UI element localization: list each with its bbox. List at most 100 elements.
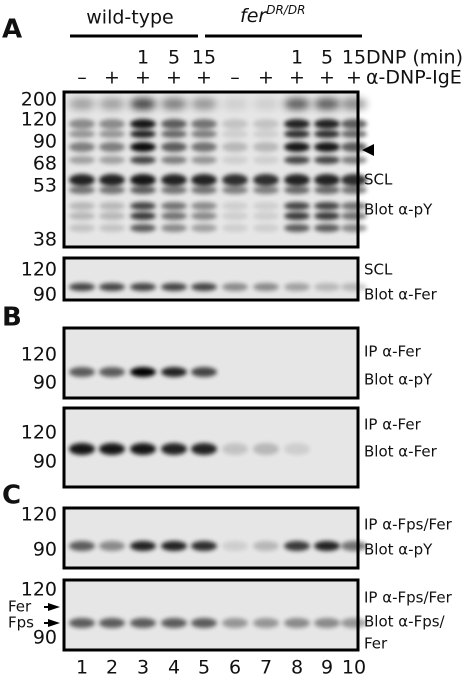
size-marker: 120 (21, 344, 57, 366)
blot-label: Blot α-pY (364, 541, 433, 559)
size-marker: 120 (21, 422, 57, 444)
blot-background (64, 508, 358, 568)
band-name: Fer (8, 598, 32, 616)
blot-background (64, 580, 358, 650)
ige-sign: + (289, 67, 305, 89)
band (69, 367, 95, 377)
band (161, 98, 187, 110)
band (99, 283, 125, 291)
lane-number: 8 (291, 657, 303, 679)
band (341, 98, 367, 110)
band (161, 202, 187, 210)
band (222, 119, 248, 129)
arrowhead (362, 144, 374, 156)
band (191, 186, 217, 194)
band (99, 156, 125, 164)
ige-label: α-DNP-IgE (366, 67, 462, 89)
band (314, 186, 340, 194)
band (161, 174, 187, 186)
band (253, 98, 279, 110)
ige-sign: + (166, 67, 182, 89)
band (191, 618, 217, 628)
size-marker: 200 (21, 89, 57, 111)
ige-sign: – (230, 67, 240, 89)
band (69, 130, 95, 138)
band (222, 541, 248, 551)
band (314, 156, 340, 164)
band (284, 224, 310, 232)
dnp-time: 15 (192, 47, 216, 69)
band (69, 174, 95, 186)
band (69, 142, 95, 152)
dnp-time: 1 (137, 47, 149, 69)
band (253, 618, 279, 628)
band (284, 443, 310, 455)
lane-number: 3 (137, 657, 149, 679)
band (161, 541, 187, 551)
band (130, 367, 156, 377)
band (253, 174, 279, 186)
band (130, 283, 156, 291)
blot-label: SCL (364, 171, 393, 189)
fer-label: ferDR/DR (240, 3, 305, 27)
band (222, 224, 248, 232)
band (222, 130, 248, 138)
band (99, 367, 125, 377)
band (130, 618, 156, 628)
blot-background (64, 258, 358, 300)
band (99, 212, 125, 220)
band (161, 156, 187, 164)
wild-type-label: wild-type (86, 7, 173, 29)
dnp-time: 15 (342, 47, 366, 69)
band (130, 186, 156, 194)
band (253, 142, 279, 152)
blot-background (64, 92, 358, 247)
ige-sign: + (258, 67, 274, 89)
band (222, 283, 248, 291)
size-marker: 38 (33, 229, 57, 251)
band (341, 212, 367, 220)
blot (62, 578, 367, 652)
band (253, 130, 279, 138)
size-marker: 90 (33, 131, 57, 153)
band (341, 186, 367, 194)
band (341, 224, 367, 232)
band (341, 130, 367, 138)
band (69, 186, 95, 194)
band (161, 283, 187, 291)
band (69, 202, 95, 210)
band (191, 98, 217, 110)
band (161, 130, 187, 138)
band (191, 156, 217, 164)
band (253, 224, 279, 232)
band (284, 618, 310, 628)
band (191, 142, 217, 152)
blot-frame (62, 406, 360, 489)
lane-number: 7 (260, 657, 272, 679)
band (191, 224, 217, 232)
band (69, 212, 95, 220)
band (69, 156, 95, 164)
band (253, 202, 279, 210)
band (130, 202, 156, 210)
size-marker: 90 (33, 372, 57, 394)
band (99, 541, 125, 551)
band (69, 119, 95, 129)
band (314, 98, 340, 110)
size-marker: 68 (33, 153, 57, 175)
band-arrow (48, 619, 60, 627)
band (130, 156, 156, 164)
band (222, 212, 248, 220)
size-marker: 90 (33, 451, 57, 473)
lane-number: 5 (198, 657, 210, 679)
band (284, 130, 310, 138)
band (222, 174, 248, 186)
size-marker: 90 (33, 539, 57, 561)
size-marker: 120 (21, 259, 57, 281)
blot-frame (62, 578, 360, 652)
ige-sign: + (135, 67, 151, 89)
band (69, 224, 95, 232)
band (284, 283, 310, 291)
band (341, 541, 367, 551)
